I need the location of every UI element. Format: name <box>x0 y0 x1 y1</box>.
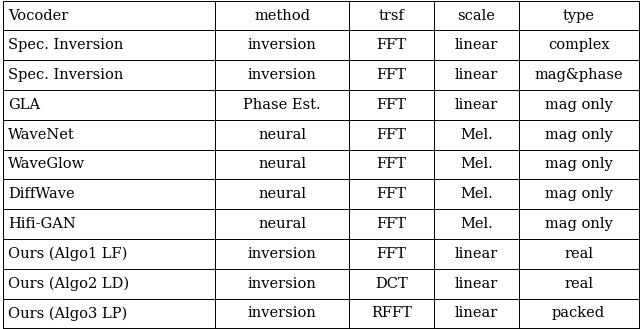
Text: type: type <box>563 9 595 23</box>
Text: real: real <box>564 247 593 261</box>
Text: mag only: mag only <box>545 128 612 142</box>
Text: real: real <box>564 277 593 291</box>
Text: linear: linear <box>454 306 498 320</box>
Text: WaveGlow: WaveGlow <box>8 158 86 171</box>
Text: linear: linear <box>454 98 498 112</box>
Text: DiffWave: DiffWave <box>8 187 75 201</box>
Text: Ours (Algo1 LF): Ours (Algo1 LF) <box>8 247 128 261</box>
Text: DCT: DCT <box>375 277 408 291</box>
Text: mag only: mag only <box>545 217 612 231</box>
Text: Phase Est.: Phase Est. <box>243 98 321 112</box>
Text: linear: linear <box>454 38 498 52</box>
Text: FFT: FFT <box>376 38 406 52</box>
Text: FFT: FFT <box>376 98 406 112</box>
Text: inversion: inversion <box>248 38 317 52</box>
Text: Hifi-GAN: Hifi-GAN <box>8 217 76 231</box>
Text: inversion: inversion <box>248 247 317 261</box>
Text: FFT: FFT <box>376 187 406 201</box>
Text: Mel.: Mel. <box>460 187 493 201</box>
Text: Mel.: Mel. <box>460 158 493 171</box>
Text: inversion: inversion <box>248 277 317 291</box>
Text: neural: neural <box>258 187 306 201</box>
Text: Vocoder: Vocoder <box>8 9 68 23</box>
Text: mag&phase: mag&phase <box>534 68 623 82</box>
Text: neural: neural <box>258 128 306 142</box>
Text: method: method <box>254 9 310 23</box>
Text: linear: linear <box>454 247 498 261</box>
Text: Mel.: Mel. <box>460 128 493 142</box>
Text: FFT: FFT <box>376 217 406 231</box>
Text: FFT: FFT <box>376 68 406 82</box>
Text: mag only: mag only <box>545 187 612 201</box>
Text: neural: neural <box>258 158 306 171</box>
Text: FFT: FFT <box>376 128 406 142</box>
Text: trsf: trsf <box>379 9 404 23</box>
Text: complex: complex <box>548 38 609 52</box>
Text: FFT: FFT <box>376 158 406 171</box>
Text: Spec. Inversion: Spec. Inversion <box>8 68 124 82</box>
Text: Ours (Algo3 LP): Ours (Algo3 LP) <box>8 306 127 321</box>
Text: RFFT: RFFT <box>371 306 412 320</box>
Text: Spec. Inversion: Spec. Inversion <box>8 38 124 52</box>
Text: FFT: FFT <box>376 247 406 261</box>
Text: linear: linear <box>454 277 498 291</box>
Text: inversion: inversion <box>248 306 317 320</box>
Text: Ours (Algo2 LD): Ours (Algo2 LD) <box>8 276 129 291</box>
Text: WaveNet: WaveNet <box>8 128 75 142</box>
Text: GLA: GLA <box>8 98 40 112</box>
Text: mag only: mag only <box>545 158 612 171</box>
Text: neural: neural <box>258 217 306 231</box>
Text: scale: scale <box>458 9 495 23</box>
Text: inversion: inversion <box>248 68 317 82</box>
Text: linear: linear <box>454 68 498 82</box>
Text: packed: packed <box>552 306 605 320</box>
Text: Mel.: Mel. <box>460 217 493 231</box>
Text: mag only: mag only <box>545 98 612 112</box>
